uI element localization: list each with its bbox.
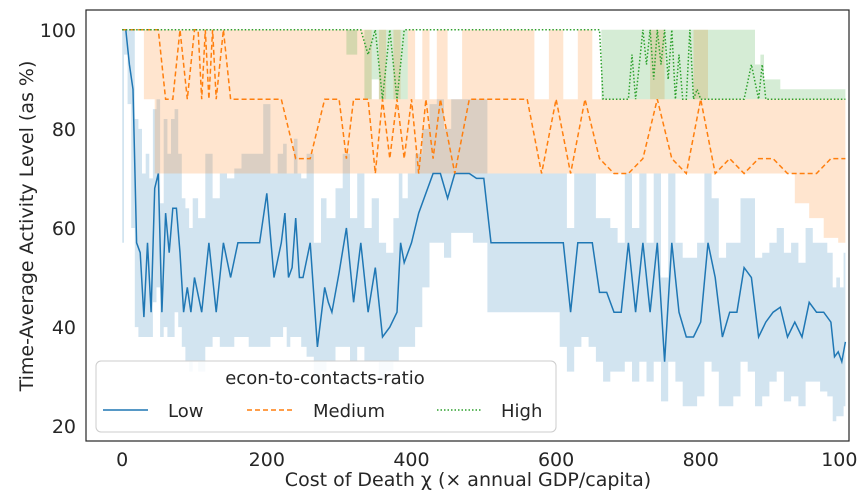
band-medium [122,29,846,243]
y-tick-label: 100 [40,20,76,42]
y-axis-ticks: 20 40 60 80 100 [40,20,76,438]
band-low [122,29,846,422]
x-tick-label: 0 [116,449,128,471]
x-tick-label: 200 [249,449,285,471]
y-tick-label: 60 [52,218,76,240]
legend-label-low: Low [168,401,203,422]
band-high [122,29,846,100]
y-tick-label: 20 [52,416,76,438]
x-tick-label: 800 [683,449,719,471]
x-tick-label: 400 [393,449,429,471]
legend-title: econ-to-contacts-ratio [225,368,425,389]
legend: econ-to-contacts-ratio Low Medium High [95,360,557,433]
x-axis-ticks: 0 200 400 600 800 1000 [116,449,857,471]
series-lines [122,29,847,365]
x-tick-label: 600 [538,449,574,471]
legend-box [95,360,557,433]
legend-label-medium: Medium [313,401,385,422]
x-tick-label: 1000 [821,449,857,471]
series-line-low [122,29,847,365]
y-tick-label: 80 [52,119,76,141]
series-line-high [122,29,846,100]
confidence-bands [122,29,846,422]
series-line-medium [122,29,846,176]
plot-area-frame [85,9,850,442]
legend-label-high: High [501,401,542,422]
y-axis-label: Time-Average Activity Level (as %) [16,61,38,393]
x-axis-label: Cost of Death χ (× annual GDP/capita) [285,469,651,491]
y-tick-label: 40 [52,317,76,339]
